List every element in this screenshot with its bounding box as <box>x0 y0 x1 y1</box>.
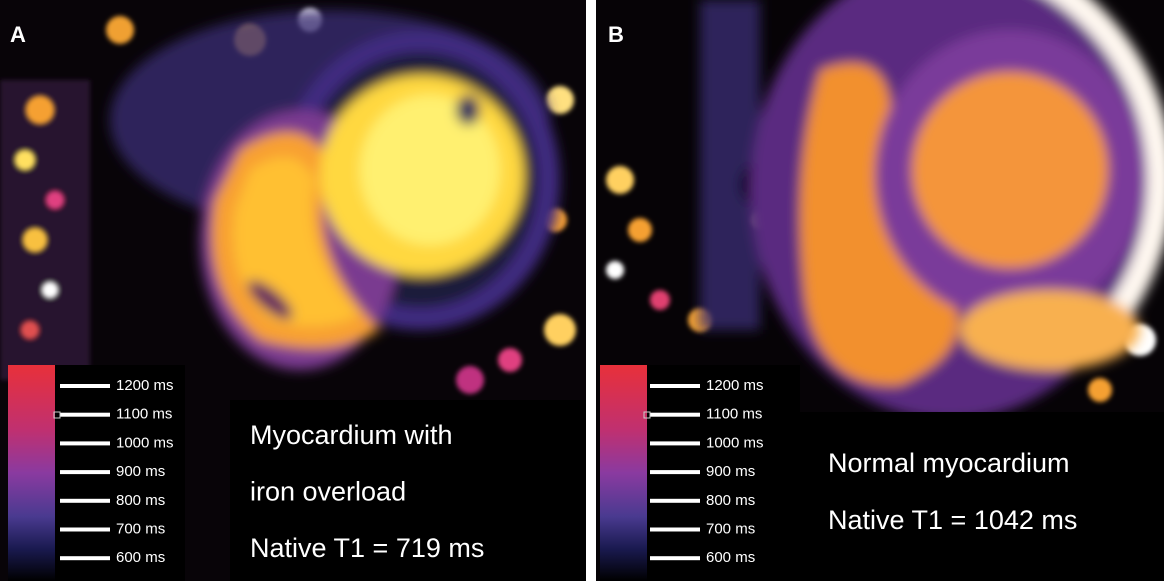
scale-label: 900 ms <box>116 463 165 480</box>
scale-label: 1000 ms <box>706 434 764 451</box>
image-region <box>606 166 634 194</box>
image-region <box>233 157 360 327</box>
scale-label: 1100 ms <box>706 406 762 423</box>
image-region <box>687 0 1164 424</box>
scale-marker <box>643 411 651 419</box>
image-region <box>26 96 54 124</box>
scale-tick <box>60 412 110 417</box>
scale-label: 1100 ms <box>116 406 172 423</box>
image-region <box>544 314 576 346</box>
scale-tick <box>650 384 700 388</box>
scale-label: 800 ms <box>706 492 755 509</box>
image-region <box>360 95 500 245</box>
image-region <box>21 321 39 339</box>
scale-tick <box>650 441 700 446</box>
image-region <box>546 86 574 114</box>
scale-tick <box>650 527 700 532</box>
scale-label: 600 ms <box>706 549 755 566</box>
image-region <box>498 348 522 372</box>
scale-label: 1000 ms <box>116 434 174 451</box>
image-region <box>106 16 134 44</box>
colorbar <box>600 365 647 581</box>
caption: Native T1 = 719 ms <box>250 533 484 563</box>
image-region <box>42 282 58 298</box>
image-region <box>15 150 35 170</box>
scale-tick <box>60 441 110 446</box>
image-region <box>606 261 624 279</box>
scale-label: 900 ms <box>706 463 755 480</box>
image-region <box>46 191 64 209</box>
scale-label: 700 ms <box>706 520 755 537</box>
mri-image-a <box>0 0 586 581</box>
image-region <box>1088 378 1112 402</box>
scale-marker <box>53 411 61 419</box>
scale-tick <box>650 498 700 503</box>
image-region <box>960 290 1140 370</box>
scale-tick <box>650 412 700 417</box>
scale-label: 1200 ms <box>706 377 764 394</box>
scale-label: 800 ms <box>116 492 165 509</box>
panel-label: A <box>10 22 26 47</box>
panel-label: B <box>608 22 624 47</box>
scale-tick <box>650 470 700 475</box>
colorbar <box>8 365 55 581</box>
image-region <box>456 95 480 125</box>
image-region <box>628 218 652 242</box>
scale-tick <box>60 384 110 388</box>
image-region <box>912 72 1108 268</box>
scale-label: 1200 ms <box>116 377 174 394</box>
image-region <box>23 228 47 252</box>
image-region <box>110 10 560 370</box>
caption: Normal myocardium <box>828 448 1070 478</box>
image-region <box>247 280 293 320</box>
scale-tick <box>60 527 110 532</box>
image-region <box>800 63 959 386</box>
image-region <box>0 8 576 394</box>
scale-tick <box>60 470 110 475</box>
scale-tick <box>60 556 110 561</box>
annotations: 1200 ms 1100 ms 1000 ms 900 ms 800 ms 700 ms 6… <box>53 377 1077 566</box>
scale-tick <box>650 556 700 561</box>
caption: Native T1 = 1042 ms <box>828 505 1077 535</box>
caption-background <box>230 400 586 581</box>
scale-label: 700 ms <box>116 520 165 537</box>
image-region <box>650 290 670 310</box>
caption-background <box>800 412 1164 581</box>
panel-divider <box>586 0 596 581</box>
caption: Myocardium with <box>250 420 453 450</box>
image-region <box>0 80 90 380</box>
image-region <box>456 366 484 394</box>
scale-tick <box>60 498 110 503</box>
caption: iron overload <box>250 477 406 507</box>
scale-label: 600 ms <box>116 549 165 566</box>
image-region <box>687 0 1164 424</box>
